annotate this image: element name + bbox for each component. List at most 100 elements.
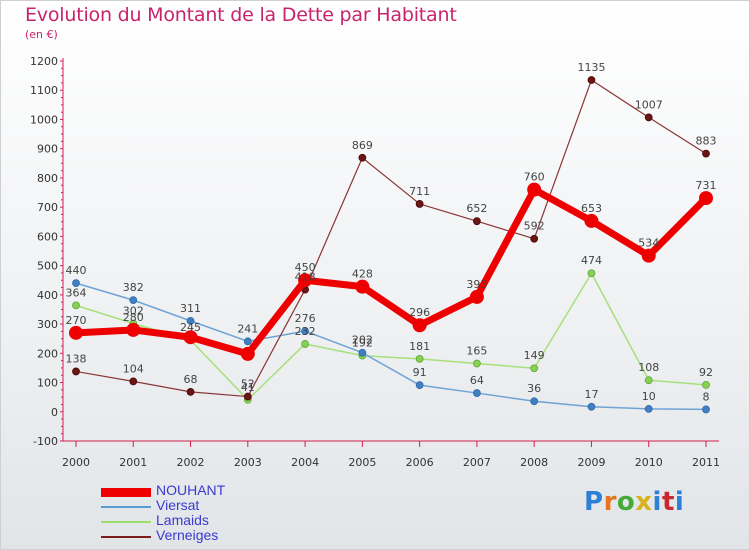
data-label-lamaids: 181 (409, 340, 430, 353)
data-point-lamaids (530, 364, 539, 373)
data-point-nouhant (527, 182, 542, 197)
data-point-verneiges (644, 113, 653, 122)
y-tick-label: 600 (37, 230, 58, 243)
data-label-viersat: 91 (413, 366, 427, 379)
data-point-verneiges (72, 367, 80, 376)
y-tick-label: 100 (37, 377, 58, 390)
x-tick-label: 2010 (635, 456, 663, 469)
logo-letter: t (661, 487, 675, 517)
y-tick-label: 0 (51, 406, 58, 419)
data-label-verneiges: 104 (123, 362, 144, 375)
data-label-verneiges: 1007 (635, 98, 663, 111)
data-point-nouhant (355, 279, 370, 294)
data-point-verneiges (415, 200, 424, 208)
data-point-viersat (186, 316, 195, 325)
proxiti-logo: Proxiti (584, 487, 684, 517)
data-label-nouhant: 653 (581, 202, 602, 215)
data-point-nouhant (183, 330, 198, 345)
data-label-viersat: 10 (642, 390, 656, 403)
data-point-verneiges (530, 234, 539, 243)
legend-swatch (101, 521, 151, 523)
series-line-nouhant (75, 186, 709, 358)
data-label-verneiges: 52 (241, 378, 255, 391)
data-point-verneiges (702, 149, 710, 158)
logo-letter: o (616, 487, 636, 517)
x-tick-label: 2006 (406, 456, 434, 469)
x-tick-label: 2000 (62, 456, 90, 469)
data-point-lamaids (587, 269, 596, 278)
logo-letter: P (584, 487, 604, 517)
data-point-lamaids (415, 354, 424, 363)
data-label-lamaids: 232 (295, 325, 316, 338)
data-label-lamaids: 149 (524, 349, 545, 362)
data-point-viersat (587, 402, 596, 411)
data-label-lamaids: 108 (638, 361, 659, 374)
x-tick-label: 2007 (463, 456, 491, 469)
data-label-lamaids: 245 (180, 321, 201, 334)
data-label-nouhant: 450 (295, 261, 316, 274)
data-point-viersat (530, 397, 539, 406)
data-label-verneiges: 1135 (577, 61, 605, 74)
chart-subtitle: (en €) (25, 28, 58, 41)
data-label-viersat: 241 (237, 322, 258, 335)
data-point-verneiges (129, 377, 138, 386)
data-point-lamaids (702, 380, 710, 389)
data-label-nouhant: 296 (409, 306, 430, 319)
y-tick-label: 400 (37, 289, 58, 302)
data-label-lamaids: 165 (466, 345, 487, 358)
data-point-verneiges (186, 387, 195, 396)
y-tick-label: 900 (37, 143, 58, 156)
x-tick-label: 2009 (577, 456, 605, 469)
data-point-verneiges (358, 153, 367, 162)
data-point-nouhant (240, 346, 255, 361)
x-tick-label: 2001 (119, 456, 147, 469)
data-point-nouhant (69, 325, 83, 340)
data-point-lamaids (473, 359, 481, 368)
data-label-verneiges: 68 (184, 373, 198, 386)
data-label-viersat: 311 (180, 302, 201, 315)
data-label-verneiges: 418 (295, 271, 316, 284)
y-tick-label: 500 (37, 260, 58, 273)
data-label-nouhant: 428 (352, 268, 373, 281)
data-label-nouhant: 270 (66, 314, 87, 327)
legend-label: NOUHANT (156, 482, 226, 498)
data-label-nouhant: 760 (524, 171, 545, 184)
data-point-nouhant (412, 318, 427, 333)
data-label-verneiges: 883 (696, 135, 717, 148)
data-point-viersat (358, 348, 367, 357)
data-label-nouhant: 534 (638, 237, 659, 250)
data-label-lamaids: 474 (581, 254, 602, 267)
y-tick-label: 1000 (30, 113, 58, 126)
data-point-nouhant (469, 289, 484, 304)
data-point-viersat (129, 296, 138, 305)
y-tick-label: 300 (37, 318, 58, 331)
data-label-lamaids: 41 (241, 381, 255, 394)
x-tick-label: 2008 (520, 456, 548, 469)
data-point-viersat (243, 337, 252, 346)
data-label-viersat: 36 (527, 382, 541, 395)
data-label-lamaids: 302 (123, 304, 144, 317)
data-label-nouhant: 393 (466, 278, 487, 291)
x-tick-label: 2004 (291, 456, 319, 469)
y-tick-label: 1200 (30, 55, 58, 68)
series-line-viersat (75, 282, 707, 411)
data-point-lamaids (72, 301, 80, 310)
data-label-verneiges: 652 (466, 202, 487, 215)
data-label-verneiges: 592 (524, 220, 545, 233)
legend-label: Lamaids (156, 512, 209, 528)
data-point-lamaids (644, 376, 653, 385)
data-point-viersat (72, 279, 80, 288)
data-point-viersat (415, 381, 424, 390)
data-label-viersat: 8 (703, 390, 710, 403)
data-point-nouhant (699, 191, 713, 206)
data-point-verneiges (473, 217, 481, 226)
y-tick-label: 700 (37, 201, 58, 214)
data-label-viersat: 17 (584, 388, 598, 401)
y-tick-label: 1100 (30, 84, 58, 97)
data-point-viersat (473, 389, 481, 397)
data-label-lamaids: 192 (352, 337, 373, 350)
data-point-nouhant (126, 322, 141, 337)
x-tick-label: 2005 (348, 456, 376, 469)
